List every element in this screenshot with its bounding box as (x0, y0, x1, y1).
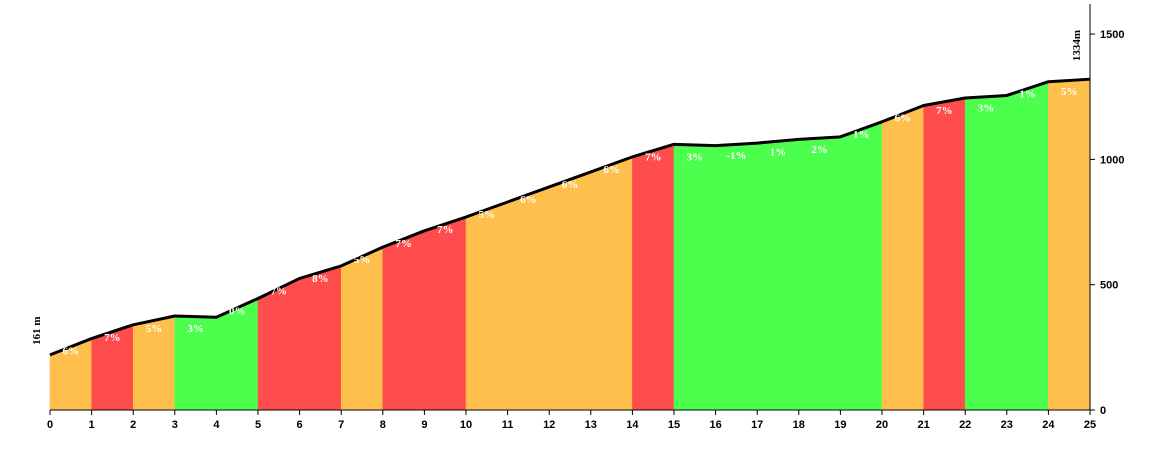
x-tick-label-2: 2 (130, 419, 136, 431)
x-tick-label-10: 10 (460, 419, 472, 431)
profile-outline (49, 77, 1091, 357)
grade-label-8: 7% (395, 238, 412, 250)
grade-label-6: 8% (312, 273, 329, 285)
grade-label-4: 0% (229, 305, 246, 317)
grade-segment-17 (756, 139, 800, 411)
grade-label-9: 7% (437, 224, 454, 236)
grade-label-1: 7% (104, 332, 121, 344)
grade-label-19: 1% (853, 129, 870, 141)
grade-segment-5 (257, 278, 300, 411)
grade-segments (49, 78, 1091, 411)
grade-label-5: 7% (271, 285, 288, 297)
grade-label-17: 1% (770, 146, 787, 158)
grade-segment-21 (923, 97, 966, 411)
x-tick-label-0: 0 (47, 419, 53, 431)
x-tick-label-11: 11 (502, 419, 514, 431)
grade-segment-20 (881, 105, 924, 411)
x-tick-label-19: 19 (834, 419, 846, 431)
grade-segment-11 (507, 186, 550, 411)
grade-label-23: 1% (1019, 89, 1036, 101)
grade-label-10: 5% (479, 209, 496, 221)
x-tick-label-12: 12 (543, 419, 555, 431)
x-tick-label-17: 17 (751, 419, 763, 431)
x-tick-label-23: 23 (1001, 419, 1013, 431)
y-tick-label-1500: 1500 (1100, 29, 1124, 41)
profile-line (49, 77, 1091, 357)
x-tick-label-18: 18 (793, 419, 805, 431)
end-elevation-label: 1334m (1071, 30, 1083, 61)
grade-label-18: 2% (811, 144, 828, 156)
grade-label-2: 5% (146, 323, 163, 335)
grade-segment-15 (673, 144, 716, 411)
x-tick-label-21: 21 (917, 419, 929, 431)
x-tick-label-8: 8 (380, 419, 386, 431)
x-tick-label-14: 14 (626, 419, 639, 431)
grade-label-7: 5% (354, 254, 371, 266)
x-tick-label-7: 7 (338, 419, 344, 431)
grade-segment-10 (465, 201, 508, 411)
x-tick-label-20: 20 (876, 419, 888, 431)
grade-segment-23 (1006, 81, 1049, 411)
grade-label-14: 7% (645, 151, 662, 163)
grade-labels: 6% 7% 5% 3% 0% 7% 8% 5% 7% 7% 5% 6% 6% 6% 7% 3% -1% 1% 2% 1… (63, 86, 1078, 357)
grade-segment-7 (340, 246, 384, 411)
grade-segment-18 (798, 136, 841, 411)
grade-label-21: 7% (936, 105, 953, 117)
grade-label-22: 3% (978, 102, 995, 114)
grade-segment-6 (299, 265, 342, 411)
x-tick-label-13: 13 (585, 419, 597, 431)
grade-segment-22 (964, 95, 1008, 411)
x-tick-label-9: 9 (421, 419, 427, 431)
grade-segment-16 (715, 142, 758, 411)
grade-segment-19 (840, 121, 883, 411)
grade-segment-13 (590, 156, 633, 411)
grade-label-11: 6% (520, 194, 537, 206)
grade-label-12: 6% (562, 179, 579, 191)
grade-label-20: 6% (895, 113, 912, 125)
grade-label-13: 6% (603, 164, 620, 176)
grade-label-3: 3% (187, 323, 204, 335)
grade-segment-9 (424, 216, 467, 411)
grade-segment-12 (548, 171, 592, 411)
x-tick-label-15: 15 (668, 419, 680, 431)
grade-label-15: 3% (687, 151, 704, 163)
x-axis: 0 1 2 3 4 5 6 7 8 9 10 11 12 13 14 15 16 17 18 19 20 21 22 23 24… (47, 409, 1096, 431)
x-tick-label-6: 6 (297, 419, 303, 431)
x-tick-label-25: 25 (1084, 419, 1096, 431)
start-elevation-label: 161 m (31, 316, 43, 344)
y-axis: 0 500 1000 1500 (1089, 4, 1124, 417)
x-tick-label-5: 5 (255, 419, 261, 431)
y-tick-label-1000: 1000 (1100, 154, 1124, 166)
grade-segment-24 (1048, 78, 1091, 411)
x-tick-label-22: 22 (959, 419, 971, 431)
x-tick-label-16: 16 (709, 419, 721, 431)
x-tick-label-3: 3 (172, 419, 178, 431)
grade-label-24: 5% (1061, 86, 1078, 98)
x-tick-label-4: 4 (213, 419, 220, 431)
grade-label-0: 6% (63, 346, 80, 358)
grade-label-16: -1% (726, 150, 746, 162)
y-tick-label-0: 0 (1100, 405, 1106, 417)
grade-segment-14 (632, 144, 675, 411)
x-tick-label-1: 1 (89, 419, 95, 431)
y-tick-label-500: 500 (1100, 280, 1118, 292)
grade-segment-8 (382, 230, 425, 411)
x-tick-label-24: 24 (1042, 419, 1055, 431)
